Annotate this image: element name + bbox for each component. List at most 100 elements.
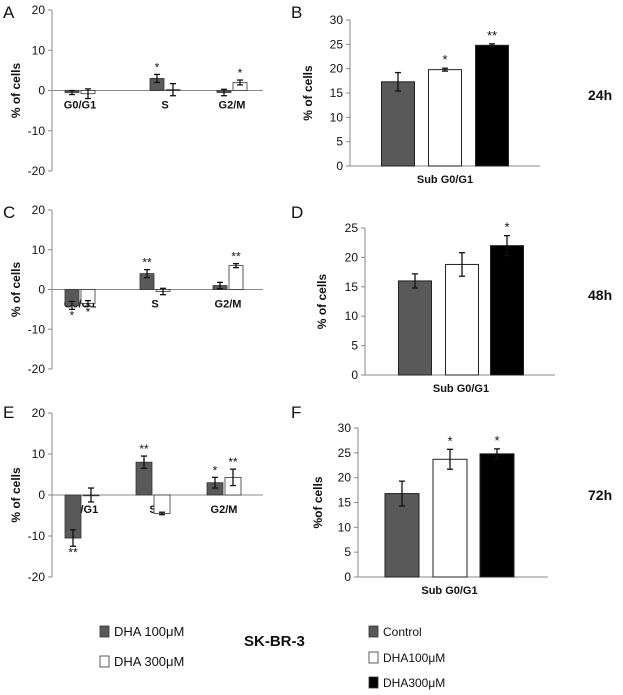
panel-b-x-label: Sub G0/G1 — [417, 174, 473, 186]
panel-c-significance-mark: * — [70, 308, 75, 322]
panel-c-category-label: S — [151, 299, 158, 311]
panel-b-significance-mark: ** — [487, 28, 497, 43]
legend-swatch-dha100-r — [368, 651, 379, 664]
panel-a-y-tick-label: -20 — [28, 164, 46, 178]
panel-d-y-tick-label: 25 — [345, 221, 359, 235]
panel-b-y-label: % of cells — [301, 65, 315, 121]
panel-e-significance-mark: * — [213, 463, 218, 477]
panel-a-category-label: G0/G1 — [64, 100, 96, 112]
cell-line-label: SK-BR-3 — [244, 633, 305, 650]
panel-b-y-tick-label: 10 — [330, 110, 344, 124]
panel-b-bar-1 — [381, 81, 415, 167]
panel-letter-f: F — [291, 403, 301, 422]
panel-a-significance-mark: * — [155, 60, 160, 74]
panel-letter-b: B — [291, 3, 302, 22]
legend-label-control: Control — [383, 625, 422, 639]
panel-f-y-tick-label: 10 — [338, 520, 352, 534]
panel-a-y-tick-label: -10 — [28, 124, 46, 138]
legend-right: Control DHA100μM DHA300μM — [368, 625, 445, 690]
panel-d-y-tick-label: 15 — [345, 280, 359, 294]
panel-f-x-label: Sub G0/G1 — [421, 585, 477, 597]
legend-left: DHA 100μM DHA 300μM — [99, 624, 184, 669]
panel-letter-e: E — [3, 403, 14, 422]
panel-c-y-tick-label: 0 — [38, 283, 45, 297]
panel-b-y-tick-label: 20 — [330, 62, 344, 76]
panel-f-significance-mark: * — [494, 433, 499, 448]
panel-b-significance-mark: * — [442, 52, 447, 67]
panel-c-bar-g2m-s2 — [228, 265, 244, 290]
panel-f-chart: 30 25 20 15 10 5 0 %of cells * * Sub G0/G1 — [311, 421, 548, 597]
panel-e-bar-s-s2 — [153, 494, 171, 514]
panel-e-y-label: % of cells — [9, 467, 23, 523]
panel-c-y-tick-label: 20 — [32, 203, 46, 217]
panel-f-significance-mark: * — [447, 433, 452, 448]
panel-e-category-label: S — [149, 504, 156, 516]
panel-e-y-tick-label: 0 — [38, 488, 45, 502]
legend-swatch-dha100 — [99, 625, 110, 638]
panel-f-y-tick-label: 0 — [344, 570, 351, 584]
panel-c-y-tick-label: -20 — [28, 362, 46, 376]
panel-e-significance-mark: ** — [139, 442, 149, 456]
panel-e-y-tick-label: -10 — [28, 529, 46, 543]
time-label-48h: 48h — [588, 287, 612, 303]
panel-f-y-tick-label: 5 — [344, 545, 351, 559]
panel-d-bar-1 — [398, 280, 432, 376]
legend-label-dha300: DHA 300μM — [114, 654, 184, 669]
panel-f-bar-3 — [479, 453, 515, 578]
panel-c-significance-mark: ** — [142, 256, 152, 270]
panel-d-significance-mark: * — [504, 220, 509, 235]
panel-d-y-tick-label: 5 — [351, 339, 358, 353]
panel-letter-d: D — [291, 203, 303, 222]
panel-c-y-tick-label: -10 — [28, 322, 46, 336]
legend-swatch-dha300-r — [368, 676, 379, 689]
panel-e-y-tick-label: -20 — [28, 570, 46, 584]
panel-f-y-tick-label: 15 — [338, 496, 352, 510]
panel-d-chart: 25 20 15 10 5 0 % of cells * Sub G0/G1 — [315, 220, 555, 395]
panel-b-y-tick-label: 0 — [336, 159, 343, 173]
panel-c-significance-mark: ** — [231, 250, 241, 264]
legend-label-dha100: DHA 100μM — [114, 624, 184, 639]
panel-f-y-tick-label: 25 — [338, 446, 352, 460]
panel-a-category-label: G2/M — [219, 100, 246, 112]
panel-a-chart: 20 10 0 -10 -20 % of cells G0/G1 S * G2/M * — [9, 3, 263, 178]
panel-b-y-tick-label: 5 — [336, 135, 343, 149]
panel-f-bar-1 — [384, 493, 420, 578]
panel-b-y-tick-label: 15 — [330, 86, 344, 100]
time-label-72h: 72h — [588, 487, 612, 503]
panel-e-significance-mark: ** — [228, 455, 238, 469]
panel-e-y-tick-label: 10 — [32, 447, 46, 461]
panel-d-bar-2 — [445, 263, 479, 376]
panel-d-bar-3 — [490, 245, 524, 376]
panel-d-x-label: Sub G0/G1 — [433, 383, 489, 395]
legend-swatch-dha300 — [99, 655, 110, 668]
panel-c-y-label: % of cells — [9, 262, 23, 318]
panel-c-y-tick-label: 10 — [32, 243, 46, 257]
panel-f-y-tick-label: 20 — [338, 471, 352, 485]
panel-a-y-tick-label: 20 — [32, 3, 46, 17]
panel-b-bar-2 — [428, 69, 462, 167]
panel-letter-a: A — [3, 3, 15, 22]
panel-e-category-label: G2/M — [211, 504, 238, 516]
panel-f-y-tick-label: 30 — [338, 421, 352, 435]
panel-c-category-label: G2/M — [215, 299, 242, 311]
panel-d-y-label: % of cells — [315, 274, 329, 330]
panel-d-y-tick-label: 0 — [351, 368, 358, 382]
legend-label-dha100-r: DHA100μM — [383, 651, 445, 665]
panel-f-y-label: %of cells — [311, 476, 325, 528]
panel-c-significance-mark: * — [86, 305, 91, 319]
legend-swatch-control — [368, 625, 379, 638]
panel-b-bar-3 — [475, 44, 509, 167]
legend-label-dha300-r: DHA300μM — [383, 676, 445, 690]
panel-a-y-tick-label: 0 — [38, 84, 45, 98]
panel-f-bar-2 — [432, 458, 468, 578]
panel-e-y-tick-label: 20 — [32, 406, 46, 420]
panel-b-y-tick-label: 30 — [330, 13, 344, 27]
panel-d-y-tick-label: 20 — [345, 250, 359, 264]
panel-a-y-tick-label: 10 — [32, 43, 46, 57]
panel-b-y-tick-label: 25 — [330, 37, 344, 51]
panel-a-category-label: S — [161, 100, 168, 112]
